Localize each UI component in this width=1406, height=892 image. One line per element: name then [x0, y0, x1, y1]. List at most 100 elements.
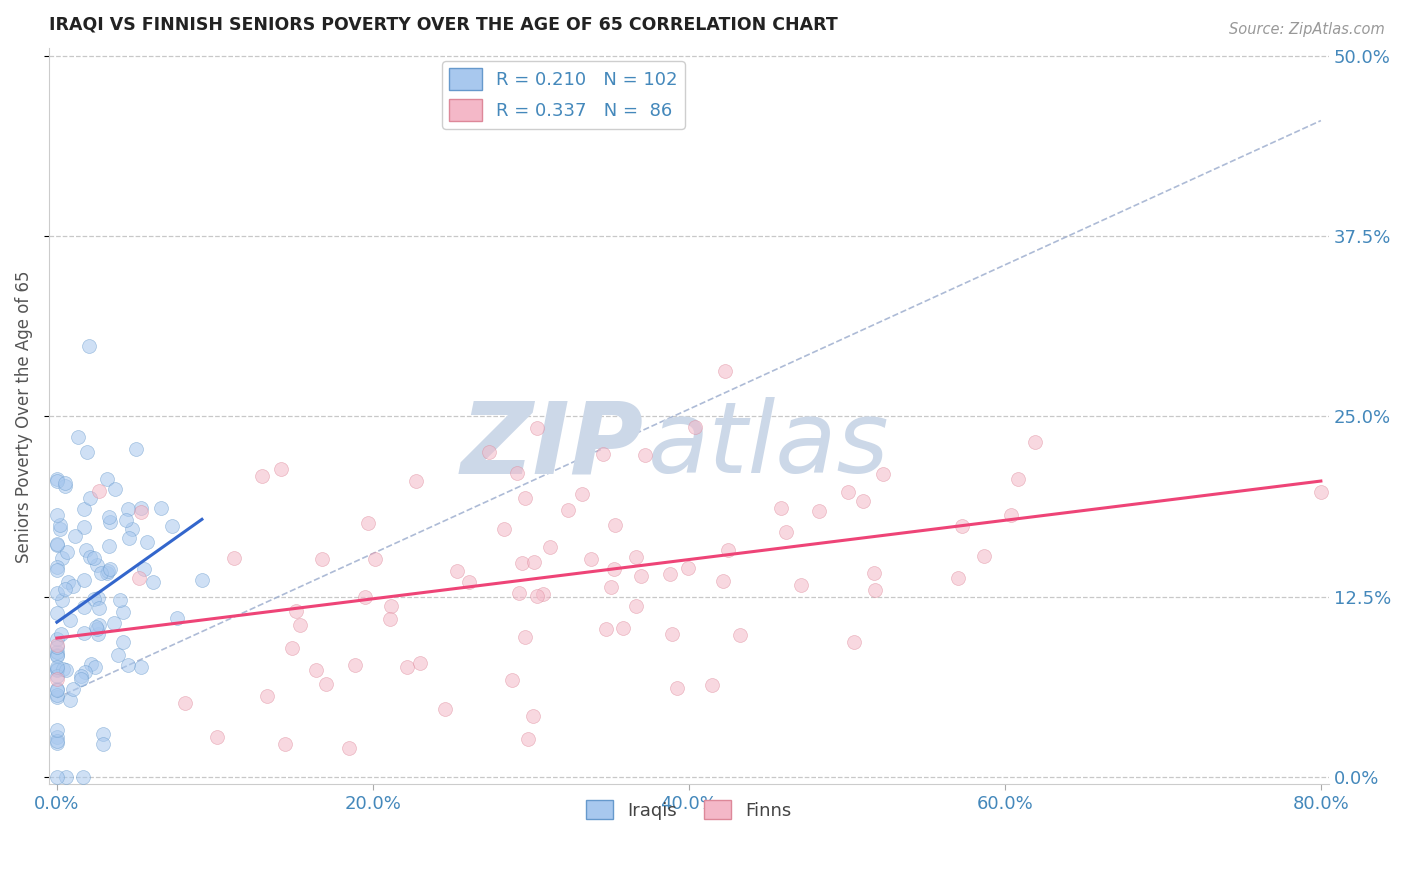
Point: [97, 509, 120, 524]
Point: [311, 552, 333, 566]
Point: [775, 524, 797, 539]
Point: [69, 673, 91, 687]
Point: [676, 560, 699, 574]
Point: [45, 688, 67, 702]
Point: [515, 631, 537, 645]
Point: [433, 702, 456, 716]
Point: [52, 662, 75, 676]
Point: [89, 617, 111, 632]
Point: [571, 487, 593, 501]
Point: [59, 614, 82, 628]
Point: [55, 770, 77, 784]
Point: [288, 617, 311, 632]
Point: [45, 645, 67, 659]
Point: [45, 662, 67, 676]
Point: [121, 522, 143, 536]
Point: [950, 518, 973, 533]
Point: [538, 540, 561, 554]
Point: [523, 555, 546, 569]
Point: [45, 734, 67, 748]
Point: [45, 663, 67, 677]
Point: [45, 723, 67, 738]
Point: [717, 542, 740, 557]
Point: [305, 663, 328, 677]
Point: [592, 447, 614, 461]
Point: [173, 696, 195, 710]
Point: [364, 552, 387, 566]
Point: [250, 469, 273, 483]
Point: [86, 627, 108, 641]
Point: [517, 732, 540, 747]
Point: [256, 690, 278, 704]
Point: [769, 501, 792, 516]
Point: [45, 660, 67, 674]
Point: [626, 599, 648, 613]
Point: [852, 494, 875, 508]
Point: [357, 516, 380, 530]
Point: [53, 475, 76, 490]
Point: [457, 574, 479, 589]
Point: [51, 593, 73, 607]
Point: [274, 737, 297, 751]
Point: [98, 539, 121, 553]
Point: [605, 517, 627, 532]
Point: [118, 532, 141, 546]
Point: [51, 551, 73, 566]
Point: [129, 505, 152, 519]
Point: [131, 660, 153, 674]
Point: [45, 683, 67, 698]
Point: [104, 482, 127, 496]
Point: [51, 627, 73, 641]
Point: [149, 500, 172, 515]
Point: [45, 770, 67, 784]
Point: [45, 672, 67, 686]
Point: [86, 558, 108, 572]
Y-axis label: Seniors Poverty Over the Age of 65: Seniors Poverty Over the Age of 65: [15, 270, 32, 563]
Point: [73, 599, 96, 614]
Point: [45, 682, 67, 697]
Point: [343, 658, 366, 673]
Point: [45, 736, 67, 750]
Point: [661, 627, 683, 641]
Point: [56, 574, 79, 589]
Point: [790, 578, 813, 592]
Point: [728, 628, 751, 642]
Point: [117, 501, 139, 516]
Point: [844, 634, 866, 648]
Point: [973, 549, 995, 564]
Point: [111, 635, 134, 649]
Point: [683, 420, 706, 434]
Point: [63, 529, 86, 543]
Point: [59, 693, 82, 707]
Point: [494, 522, 516, 536]
Point: [45, 730, 67, 744]
Point: [111, 605, 134, 619]
Point: [135, 535, 157, 549]
Point: [90, 566, 112, 581]
Point: [1000, 508, 1022, 523]
Text: ZIP: ZIP: [461, 397, 644, 494]
Point: [405, 474, 427, 488]
Text: IRAQI VS FINNISH SENIORS POVERTY OVER THE AGE OF 65 CORRELATION CHART: IRAQI VS FINNISH SENIORS POVERTY OVER TH…: [49, 15, 838, 33]
Point: [531, 587, 554, 601]
Point: [129, 501, 152, 516]
Point: [45, 690, 67, 704]
Point: [557, 503, 579, 517]
Point: [506, 466, 529, 480]
Point: [378, 612, 401, 626]
Point: [526, 421, 548, 435]
Point: [315, 676, 337, 690]
Point: [91, 737, 114, 751]
Point: [863, 583, 886, 598]
Point: [98, 561, 121, 575]
Point: [45, 669, 67, 683]
Point: [45, 648, 67, 663]
Point: [83, 659, 105, 673]
Point: [79, 491, 101, 506]
Point: [86, 622, 108, 636]
Point: [62, 682, 84, 697]
Point: [446, 565, 468, 579]
Point: [79, 550, 101, 565]
Text: atlas: atlas: [648, 397, 890, 494]
Point: [76, 445, 98, 459]
